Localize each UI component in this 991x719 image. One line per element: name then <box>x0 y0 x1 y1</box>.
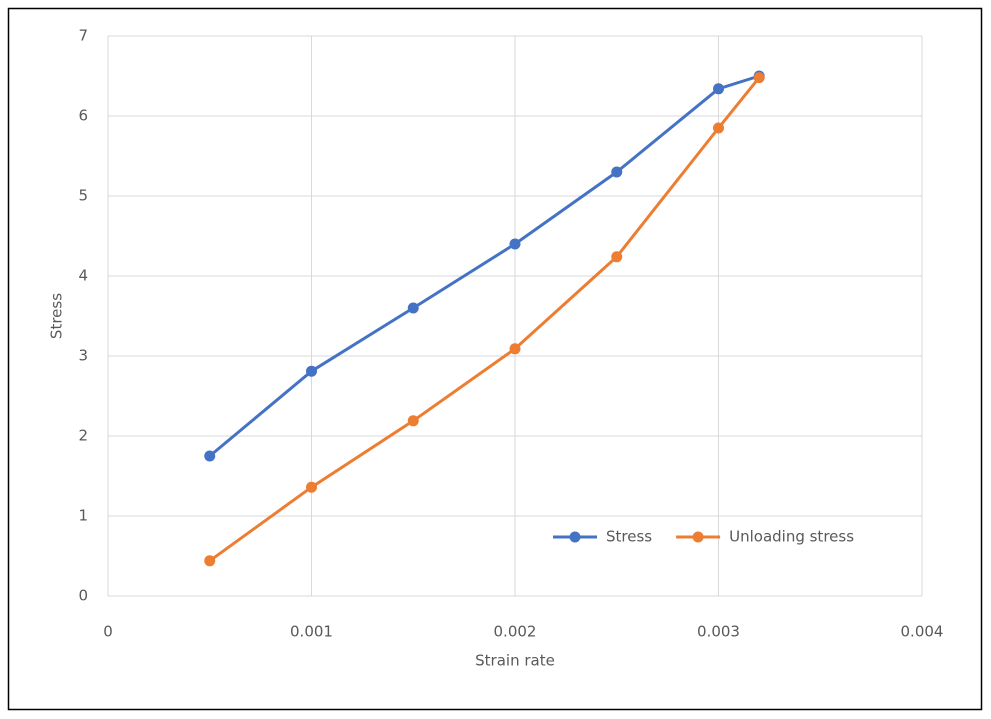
data-point <box>306 365 317 377</box>
y-tick-label: 1 <box>78 507 88 525</box>
data-point <box>713 122 724 134</box>
legend-label: Stress <box>606 528 652 546</box>
x-tick-label: 0 <box>103 623 113 641</box>
data-point <box>306 481 317 493</box>
data-point <box>509 343 521 355</box>
y-tick-label: 2 <box>78 427 88 445</box>
y-tick-label: 6 <box>78 107 88 125</box>
chart-frame <box>7 7 983 711</box>
legend-marker <box>569 531 581 543</box>
y-tick-label: 7 <box>78 27 88 45</box>
x-axis-title: Strain rate <box>475 652 555 670</box>
data-point <box>407 302 419 314</box>
data-point <box>611 166 623 178</box>
y-tick-label: 3 <box>78 347 88 365</box>
legend-label: Unloading stress <box>729 528 854 546</box>
x-tick-label: 0.002 <box>494 623 537 641</box>
x-tick-label: 0.003 <box>697 623 740 641</box>
data-point <box>509 238 521 250</box>
data-point <box>713 83 724 95</box>
data-point <box>753 72 765 84</box>
data-point <box>611 251 623 263</box>
y-tick-label: 4 <box>78 267 88 285</box>
x-tick-label: 0.004 <box>901 623 944 641</box>
x-tick-label: 0.001 <box>290 623 333 641</box>
data-point <box>204 555 216 567</box>
data-point <box>204 450 216 462</box>
data-point <box>407 415 419 427</box>
y-tick-label: 0 <box>78 587 88 605</box>
y-axis-title: Stress <box>48 293 66 339</box>
legend-marker <box>692 531 704 543</box>
y-tick-label: 5 <box>78 187 88 205</box>
